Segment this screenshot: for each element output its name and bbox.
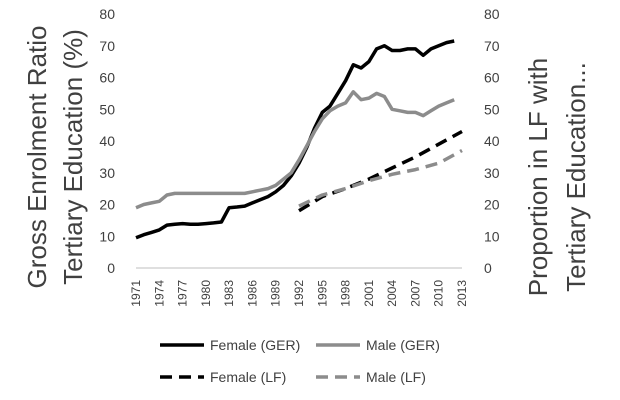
x-tick-label: 1980 — [199, 280, 213, 307]
legend-label: Female (LF) — [210, 369, 286, 385]
right-y-tick-label: 10 — [484, 228, 500, 244]
x-tick-label: 1989 — [269, 280, 283, 307]
x-tick-label: 2001 — [362, 280, 376, 307]
series-layer — [135, 39, 463, 240]
x-ticks: 1971 1974 1977 1980 1983 1986 1989 1992 1995 1998… — [129, 280, 469, 307]
left-y-tick-label: 50 — [99, 101, 115, 117]
series-line-female-ger — [135, 39, 455, 240]
x-tick-label: 1971 — [129, 280, 143, 307]
x-tick-label: 1995 — [315, 280, 329, 307]
x-tick-label: 1974 — [152, 280, 166, 307]
legend-label: Female (GER) — [210, 337, 300, 353]
x-tick-label: 1983 — [222, 280, 236, 307]
left-y-ticks: 0 10 20 30 40 50 60 70 80 — [99, 6, 115, 276]
legend: Female (GER) Male (GER) Female (LF) Male (L… — [160, 337, 440, 385]
left-axis-title-line-1: Gross Enrolment Ratio — [22, 26, 52, 289]
x-tick-label: 2010 — [432, 280, 446, 307]
right-y-tick-label: 40 — [484, 133, 500, 149]
left-y-tick-label: 30 — [99, 165, 115, 181]
x-tick-label: 1977 — [176, 280, 190, 307]
x-tick-label: 2007 — [408, 280, 422, 307]
right-axis-title-2: Tertiary Education... — [561, 62, 591, 292]
right-y-tick-label: 50 — [484, 101, 500, 117]
x-tick-label: 1998 — [339, 280, 353, 307]
right-axis-title: Proportion in LF with — [523, 58, 553, 296]
right-y-tick-label: 0 — [484, 260, 492, 276]
left-y-tick-label: 20 — [99, 197, 115, 213]
left-y-tick-label: 70 — [99, 38, 115, 54]
legend-label: Male (LF) — [366, 369, 426, 385]
right-y-tick-label: 80 — [484, 6, 500, 22]
series-line-male-lf — [298, 148, 463, 208]
left-axis-title-2: Tertiary Education (%) — [58, 29, 88, 285]
left-y-tick-label: 80 — [99, 6, 115, 22]
x-tick-label: 2004 — [385, 280, 399, 307]
x-tick-label: 2013 — [455, 280, 469, 307]
left-y-tick-label: 40 — [99, 133, 115, 149]
right-axis-title-line-1: Proportion in LF with — [523, 58, 553, 296]
right-y-ticks: 0 10 20 30 40 50 60 70 80 — [484, 6, 500, 276]
x-tick-label: 1986 — [245, 280, 259, 307]
right-y-tick-label: 70 — [484, 38, 500, 54]
legend-label: Male (GER) — [366, 337, 440, 353]
left-y-tick-label: 60 — [99, 70, 115, 86]
left-axis-title: Gross Enrolment Ratio — [22, 26, 52, 289]
left-y-tick-label: 0 — [107, 260, 115, 276]
x-tick-label: 1992 — [292, 280, 306, 307]
series-line-female-lf — [298, 129, 463, 213]
right-y-tick-label: 60 — [484, 70, 500, 86]
right-y-tick-label: 20 — [484, 197, 500, 213]
series-line-male-ger — [135, 90, 455, 210]
right-y-tick-label: 30 — [484, 165, 500, 181]
right-axis-title-line-2: Tertiary Education... — [561, 62, 591, 292]
left-y-tick-label: 10 — [99, 228, 115, 244]
left-axis-title-line-2: Tertiary Education (%) — [58, 29, 88, 285]
